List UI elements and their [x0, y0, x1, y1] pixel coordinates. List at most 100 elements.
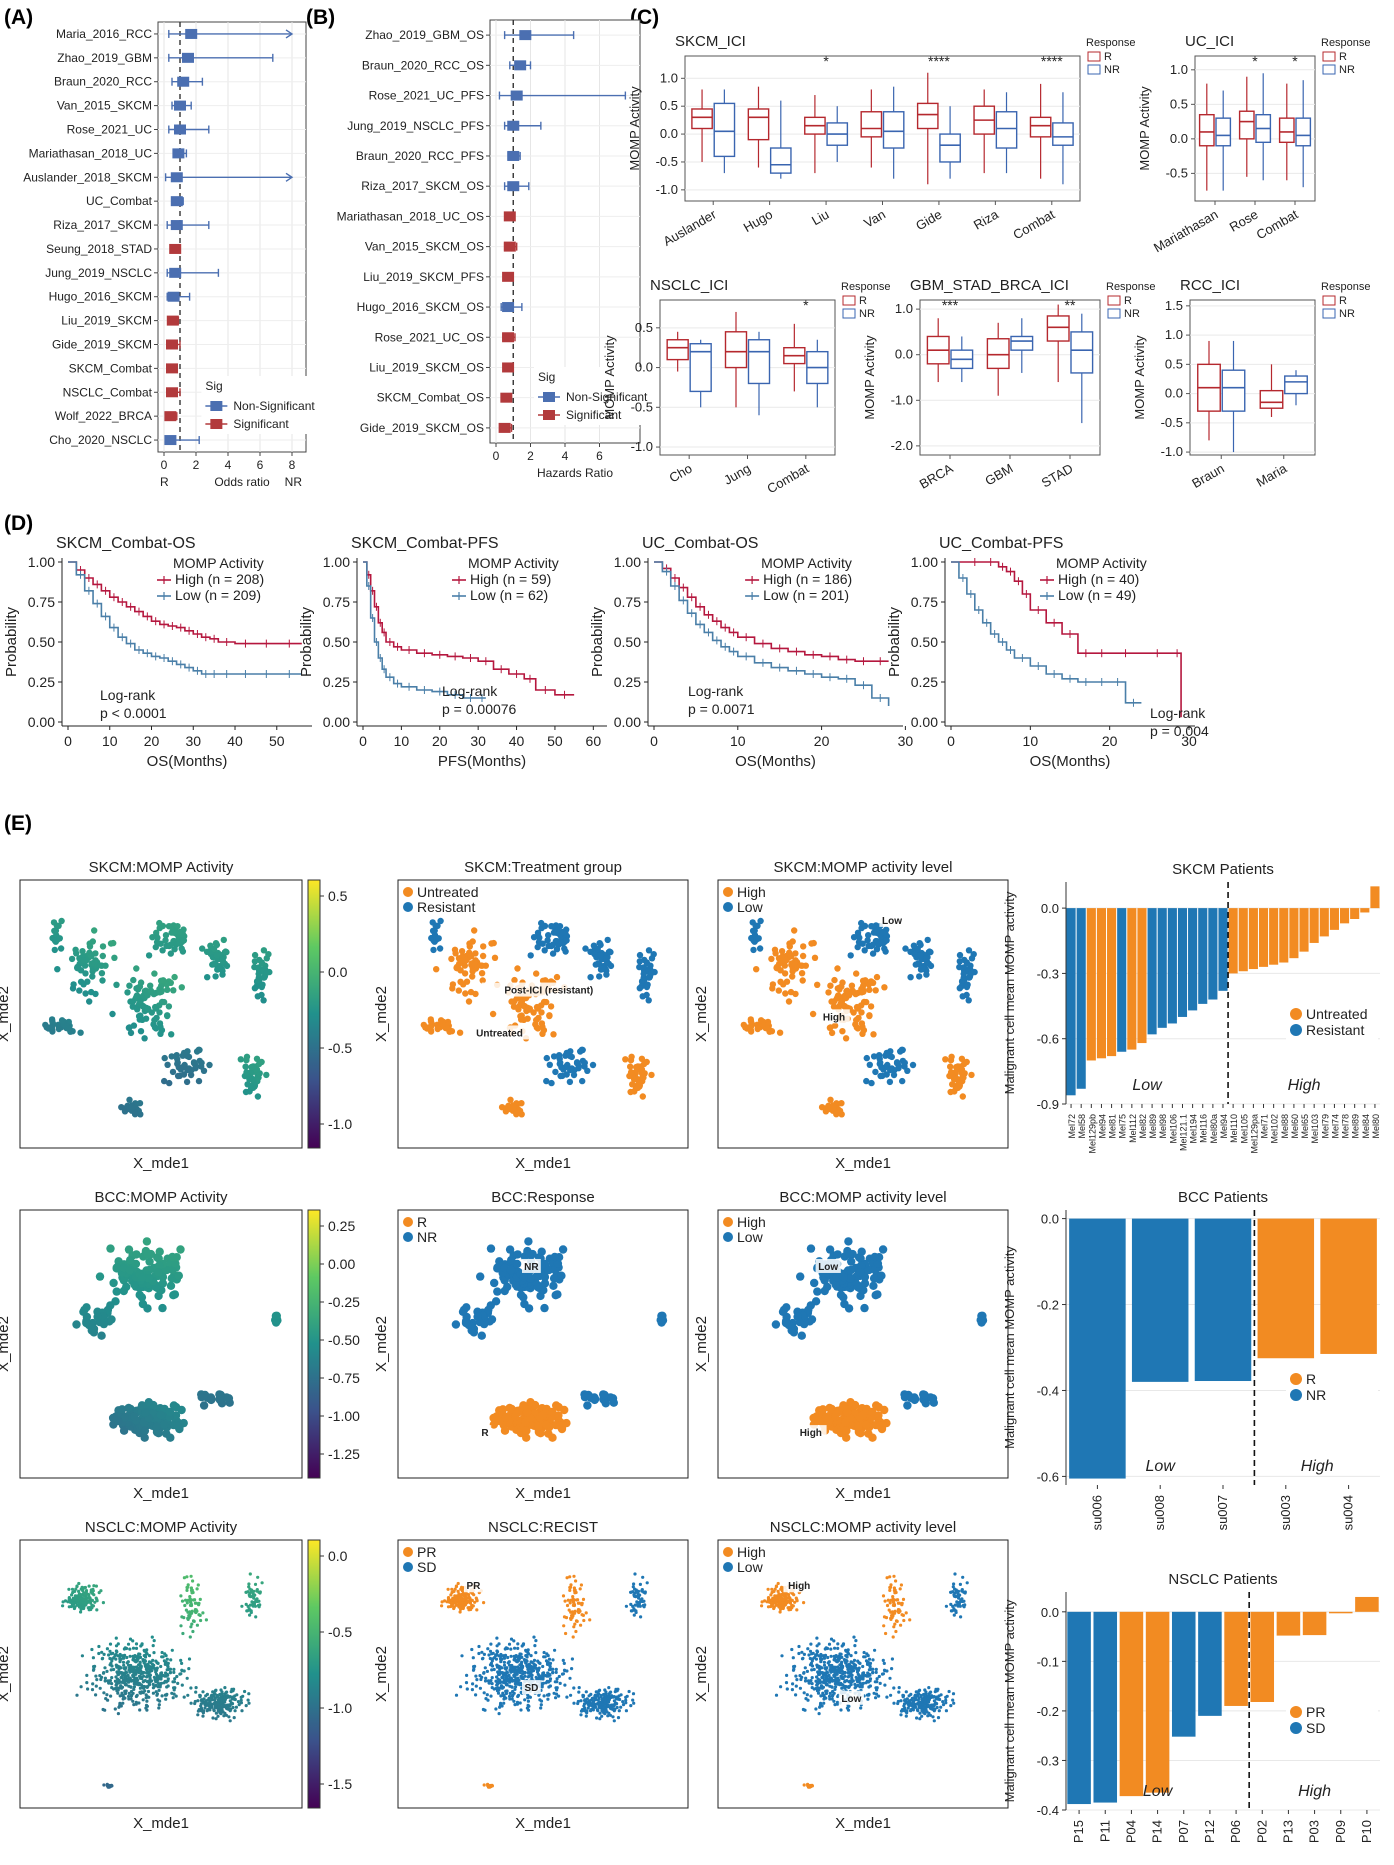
scatter-point	[118, 1104, 125, 1111]
scatter-point	[537, 1674, 542, 1678]
scatter-point	[122, 1656, 126, 1660]
scatter-point	[474, 1684, 478, 1688]
y-tick-label: 0.25	[28, 674, 55, 690]
legend-key	[1087, 64, 1101, 75]
y-axis-title: X_mde2	[693, 1316, 710, 1372]
row-label: Rose_2021_UC	[67, 123, 153, 137]
scatter-point	[204, 1618, 208, 1622]
scatter-point	[114, 1636, 118, 1640]
scatter-point	[121, 1701, 125, 1705]
scatter-point	[97, 1591, 101, 1595]
scatter-point	[870, 1265, 880, 1275]
scatter-point	[236, 1700, 240, 1704]
scatter-point	[640, 970, 647, 978]
scatter-point	[497, 1664, 501, 1668]
scatter-point	[599, 1693, 603, 1698]
scatter-point	[449, 1593, 453, 1597]
scatter-point	[960, 970, 967, 978]
scatter-point	[189, 1701, 193, 1705]
scatter-point	[636, 951, 644, 959]
scatter-point	[521, 1677, 525, 1681]
y-tick-label: 0.75	[614, 594, 641, 610]
y-tick-label: 0.50	[911, 634, 938, 650]
scatter-point	[970, 951, 977, 958]
scatter-point	[101, 1656, 105, 1660]
estimate-marker	[498, 422, 511, 433]
scatter-point	[548, 1079, 555, 1087]
scatter-point	[110, 1676, 114, 1680]
scatter-point	[553, 1259, 563, 1268]
scatter-point	[70, 1587, 75, 1591]
scatter-point	[254, 993, 261, 1000]
scatter-point	[596, 1694, 600, 1698]
scatter-point	[199, 945, 206, 952]
scatter-point	[513, 1687, 517, 1691]
estimate-marker	[166, 387, 178, 398]
scatter-point	[197, 1613, 201, 1617]
scatter-point	[114, 1652, 118, 1657]
scatter-point	[432, 922, 439, 929]
scatter-point	[495, 1675, 499, 1679]
scatter-point	[167, 950, 174, 957]
scatter-point	[121, 1697, 125, 1701]
scatter-point	[144, 1696, 148, 1700]
scatter-point	[169, 1068, 177, 1076]
scatter-point	[545, 1679, 549, 1683]
estimate-marker	[519, 30, 532, 41]
scatter-point	[146, 1679, 150, 1683]
scatter-point	[121, 1108, 129, 1115]
row-label: Rose_2021_UC_PFS	[369, 89, 484, 103]
scatter-point	[887, 1066, 894, 1074]
scatter-point	[158, 1699, 162, 1703]
scatter-point	[145, 1704, 149, 1708]
scatter-point	[92, 1665, 96, 1669]
estimate-marker	[182, 52, 194, 63]
scatter-point	[253, 1055, 261, 1063]
legend-dot	[723, 1232, 733, 1242]
scatter-point	[529, 1654, 533, 1658]
scatter-point	[208, 1708, 212, 1712]
scatter-point	[220, 1707, 224, 1712]
scatter-point	[527, 952, 534, 959]
scatter-point	[476, 1272, 485, 1281]
scatter-point	[210, 1698, 214, 1702]
scatter-point	[237, 1703, 241, 1707]
scatter-point	[567, 1066, 574, 1074]
scatter-point	[572, 1701, 576, 1705]
scatter-point	[448, 1600, 452, 1604]
scatter-point	[486, 1698, 490, 1702]
scatter-point	[182, 1695, 186, 1699]
scatter-point	[631, 1698, 635, 1702]
scatter-point	[552, 1401, 561, 1410]
scatter-point	[555, 1677, 559, 1681]
scatter-point	[156, 1410, 166, 1420]
scatter-point	[128, 1647, 132, 1651]
scatter-point	[150, 1635, 154, 1639]
scatter-point	[781, 970, 789, 977]
scatter-point	[116, 1691, 120, 1695]
chart-title: BCC:Response	[491, 1189, 594, 1206]
scatter-point	[500, 1263, 509, 1273]
chart-title: GBM_STAD_BRCA_ICI	[910, 277, 1069, 294]
scatter-point	[152, 1422, 161, 1431]
row-label: Zhao_2019_GBM_OS	[365, 28, 484, 42]
scatter-point	[93, 1312, 102, 1321]
scatter-point	[437, 917, 444, 925]
scatter-point	[519, 1708, 523, 1712]
scatter-point	[487, 1653, 491, 1657]
scatter-point	[542, 977, 549, 984]
scatter-point	[255, 970, 262, 978]
scatter-point	[102, 1652, 106, 1656]
scatter-point	[772, 950, 779, 957]
scatter-point	[219, 1700, 223, 1705]
scatter-point	[206, 1061, 213, 1069]
y-tick-label: 1.0	[1165, 327, 1183, 342]
x-axis-title: X_mde1	[515, 1485, 571, 1502]
scatter-point	[827, 1096, 834, 1104]
scatter-point	[57, 945, 65, 952]
x-tick-label: 40	[509, 733, 525, 749]
scatter-point	[90, 1688, 95, 1692]
scatter-point	[868, 1407, 877, 1417]
scatter-point	[126, 1096, 133, 1104]
scatter-point	[113, 981, 120, 988]
